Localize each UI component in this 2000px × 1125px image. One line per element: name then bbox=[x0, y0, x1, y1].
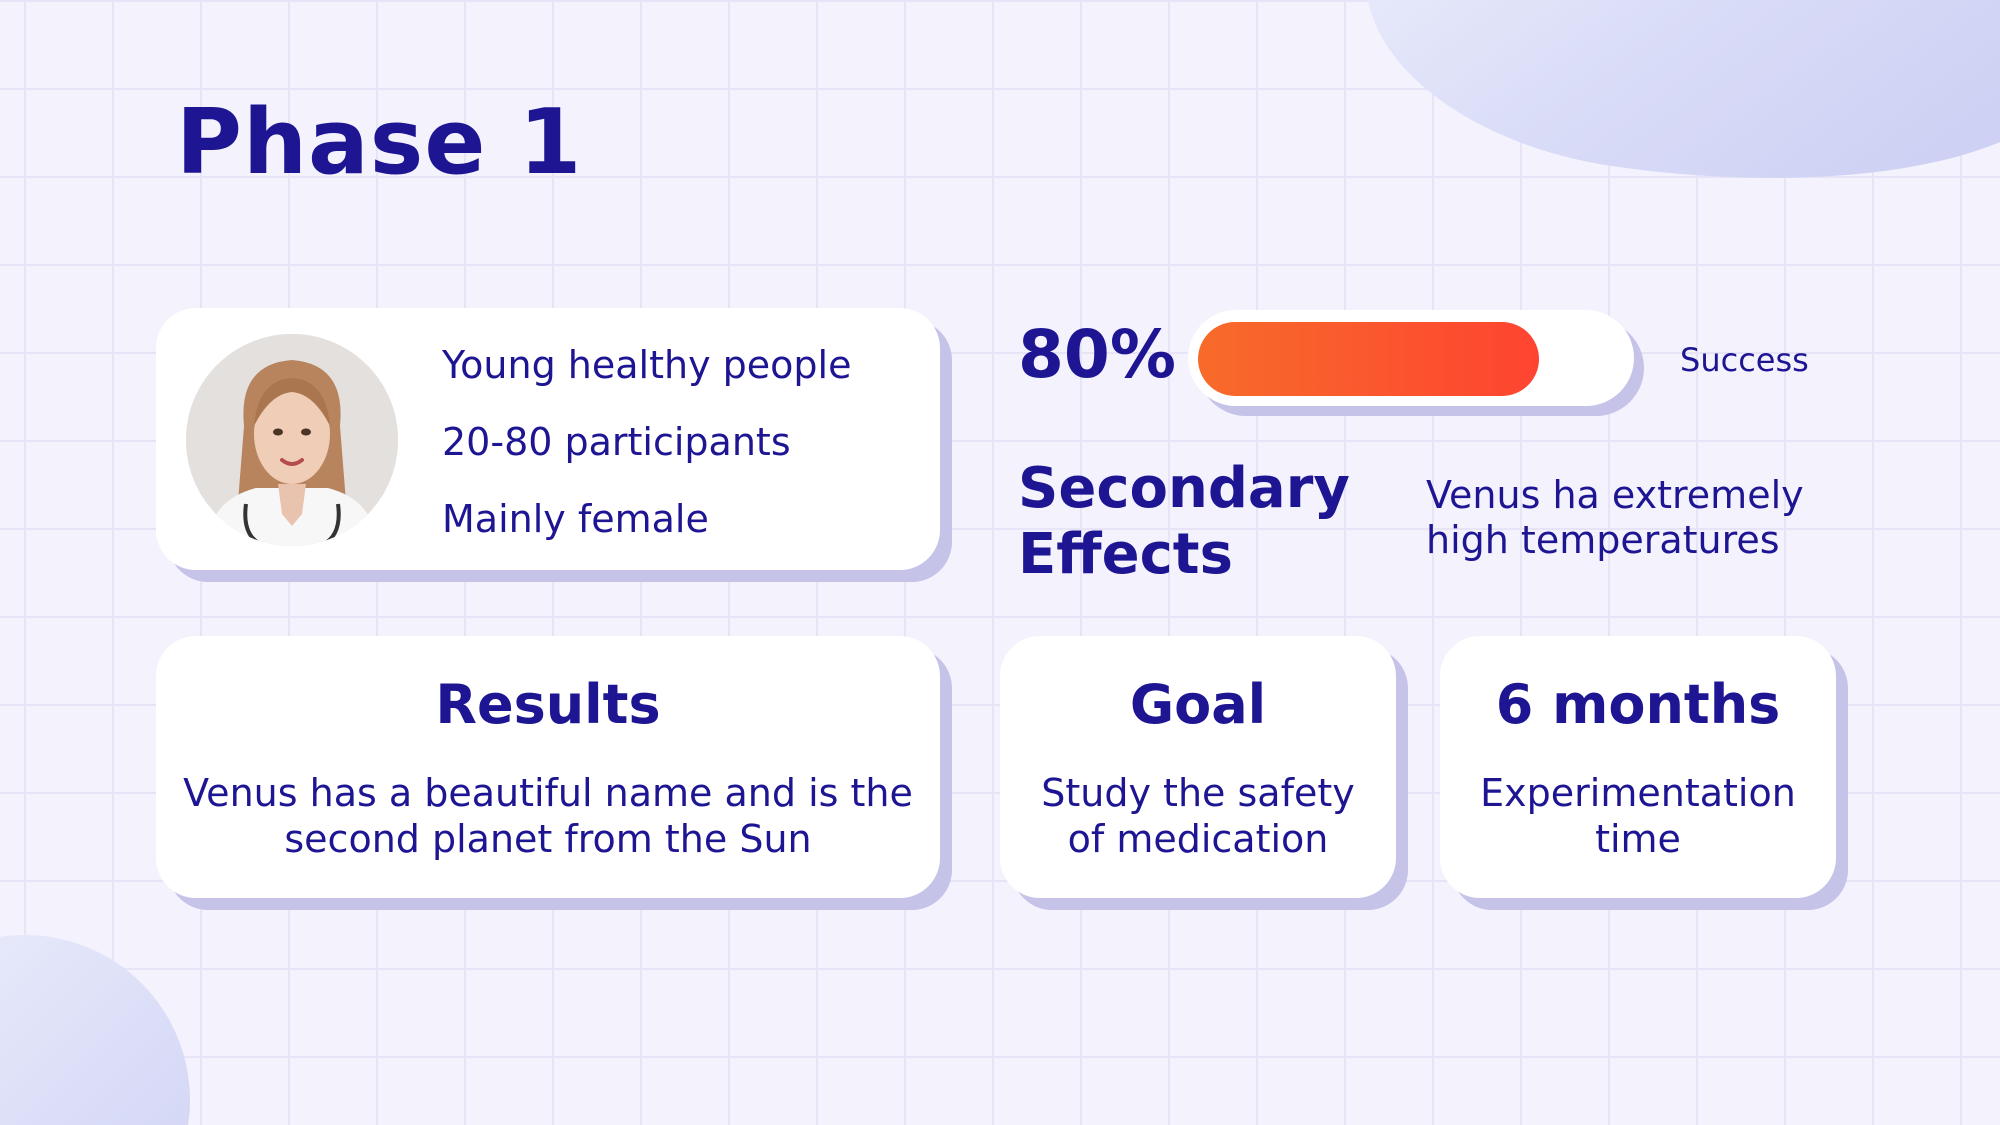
decorative-blob-top bbox=[1344, 0, 2000, 229]
participants-card: Young healthy people 20-80 participants … bbox=[156, 308, 940, 570]
duration-heading: 6 months bbox=[1495, 673, 1781, 736]
results-text: Venus has a beautiful name and is the se… bbox=[183, 771, 913, 861]
goal-text: Study the safety of medication bbox=[1041, 771, 1355, 861]
decorative-blob-bottom bbox=[0, 935, 190, 1125]
duration-card: 6 months Experimentation time bbox=[1440, 636, 1836, 898]
success-label: Success bbox=[1680, 341, 1809, 379]
success-percentage: 80% bbox=[1018, 316, 1176, 393]
progress-bar-fill bbox=[1198, 322, 1539, 396]
participant-detail: Mainly female bbox=[442, 497, 709, 541]
goal-heading: Goal bbox=[1129, 673, 1267, 736]
participant-detail: Young healthy people bbox=[442, 343, 852, 387]
doctor-avatar-icon bbox=[186, 334, 398, 546]
duration-text: Experimentation time bbox=[1480, 771, 1796, 861]
secondary-effects-text: Venus ha extremely high temperatures bbox=[1426, 473, 1804, 562]
success-progress-bar bbox=[1188, 310, 1634, 406]
goal-card: Goal Study the safety of medication bbox=[1000, 636, 1396, 898]
results-card: Results Venus has a beautiful name and i… bbox=[156, 636, 940, 898]
page-title: Phase 1 bbox=[176, 90, 583, 195]
participant-detail: 20-80 participants bbox=[442, 420, 791, 464]
secondary-effects-title: Secondary Effects bbox=[1018, 456, 1350, 587]
results-heading: Results bbox=[435, 673, 661, 736]
participant-details: Young healthy people 20-80 participants … bbox=[442, 342, 851, 573]
